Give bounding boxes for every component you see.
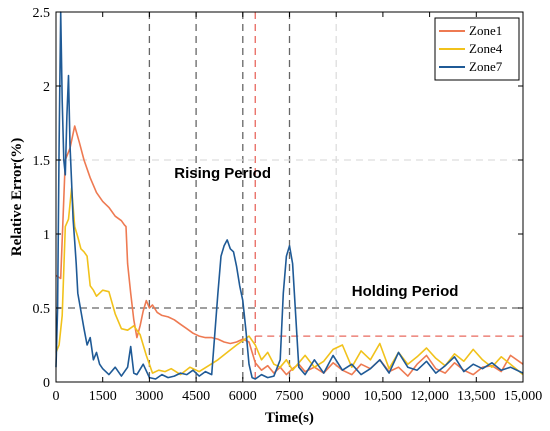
y-tick-label: 2.5 — [33, 6, 51, 21]
annotation-text: Holding Period — [352, 283, 459, 300]
legend-label: Zone4 — [469, 41, 503, 56]
x-axis-title: Time(s) — [265, 410, 314, 426]
y-tick-label: 0 — [43, 376, 50, 391]
x-tick-label: 10,500 — [364, 389, 403, 404]
annotation-text: Rising Period — [174, 165, 271, 182]
series-line-zone7 — [55, 11, 524, 380]
x-tick-label: 4500 — [182, 389, 210, 404]
y-tick-label: 1 — [43, 228, 50, 243]
series-lines — [55, 11, 524, 380]
reference-lines — [56, 12, 523, 382]
x-tick-label: 13,500 — [457, 389, 496, 404]
x-tick-label: 12,000 — [410, 389, 449, 404]
y-tick-label: 2 — [43, 80, 50, 95]
legend-label: Zone7 — [469, 59, 503, 74]
x-tick-label: 6000 — [229, 389, 257, 404]
series-line-zone4 — [55, 187, 524, 376]
axis-ticks: 0 1500 3000 4500 6000 7500 9000 10,500 12,000 13,… — [33, 6, 543, 404]
legend-label: Zone1 — [469, 23, 502, 38]
legend: Zone1 Zone4 Zone7 — [434, 17, 520, 81]
y-tick-label: 0.5 — [33, 302, 51, 317]
x-tick-label: 15,000 — [504, 389, 543, 404]
y-tick-label: 1.5 — [33, 154, 51, 169]
y-axis-title: Relative Error(%) — [9, 138, 25, 256]
series-line-zone1 — [55, 125, 524, 377]
x-tick-label: 0 — [53, 389, 60, 404]
x-tick-label: 3000 — [135, 389, 163, 404]
x-tick-label: 7500 — [276, 389, 304, 404]
x-tick-label: 9000 — [322, 389, 350, 404]
annotations: Rising Period Holding Period — [174, 165, 458, 300]
x-tick-label: 1500 — [89, 389, 117, 404]
